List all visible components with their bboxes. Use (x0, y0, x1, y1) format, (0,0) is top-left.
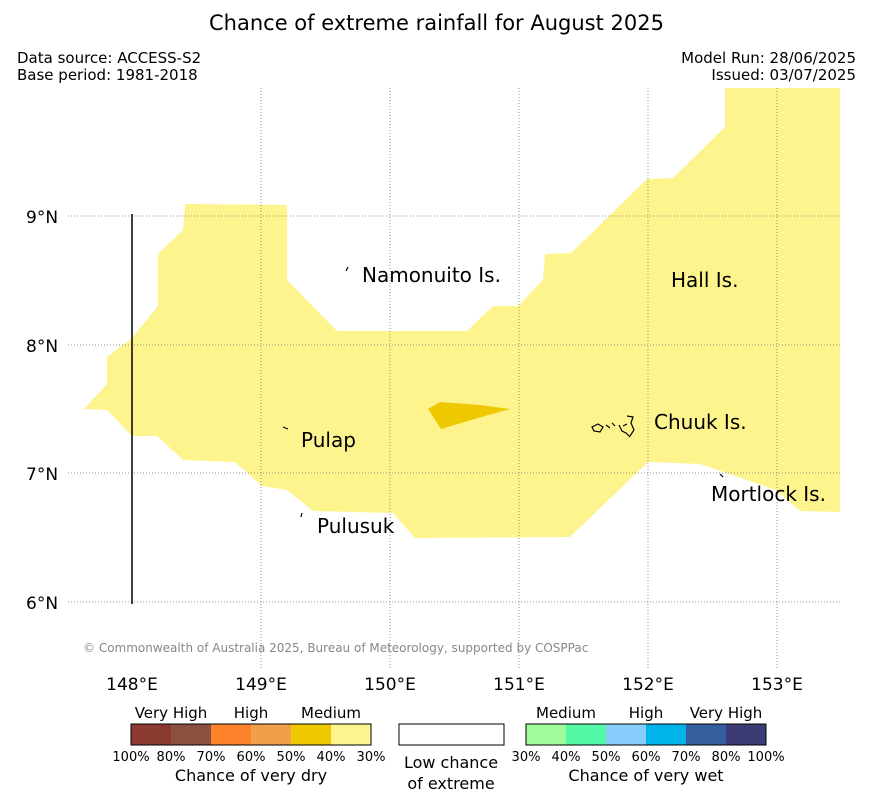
meta-left: Data source: ACCESS-S2 Base period: 1981… (17, 50, 201, 84)
wet-level-high: High (629, 704, 663, 722)
lon-label-153: 153°E (751, 675, 803, 695)
label-hall: Hall Is. (671, 268, 738, 292)
wet-tick-100: 100% (747, 750, 784, 765)
dry-tick-80: 80% (157, 750, 186, 765)
lat-label-7: 7°N (26, 465, 58, 485)
wet-colorbar-frame (525, 723, 767, 746)
low-caption-line2: of extreme (407, 774, 494, 793)
wet-tick-80: 80% (712, 750, 741, 765)
lon-label-151: 151°E (493, 675, 545, 695)
dry-tick-100: 100% (112, 750, 149, 765)
wet-level-very-high: Very High (690, 704, 763, 722)
namonuito-island-shape (345, 266, 349, 272)
dry-swatch-5 (291, 724, 331, 745)
dry-tick-30: 30% (357, 750, 386, 765)
dry-tick-50: 50% (277, 750, 306, 765)
islands (282, 266, 724, 518)
wet-level-medium: Medium (536, 704, 596, 722)
dry-colorbar-frame (130, 723, 372, 746)
label-pulap: Pulap (301, 428, 356, 452)
lon-label-152: 152°E (622, 675, 674, 695)
wet-tick-40: 40% (552, 750, 581, 765)
lat-label-8: 8°N (26, 337, 58, 357)
wet-swatch-2 (566, 724, 606, 745)
label-chuuk: Chuuk Is. (654, 410, 747, 434)
dry-swatch-3 (211, 724, 251, 745)
wet-tick-60: 60% (632, 750, 661, 765)
dry-tick-40: 40% (317, 750, 346, 765)
legend-wet: Medium High Very High 30% 40% 50% 60% 70… (512, 704, 785, 785)
lon-label-150: 150°E (364, 675, 416, 695)
lat-label-9: 9°N (26, 208, 58, 228)
legend-low: Low chance of extreme (398, 723, 505, 793)
lon-label-149: 149°E (235, 675, 287, 695)
wet-tick-50: 50% (592, 750, 621, 765)
low-chance-swatch (398, 723, 505, 746)
base-period: Base period: 1981-2018 (17, 66, 198, 84)
model-run: Model Run: 28/06/2025 (681, 49, 856, 67)
wet-tick-70: 70% (672, 750, 701, 765)
dry-swatch-2 (171, 724, 211, 745)
dry-swatch-6 (331, 724, 371, 745)
low-caption-line1: Low chance (404, 753, 498, 772)
graticule (68, 88, 840, 668)
chuuk-lagoon-shape (591, 415, 635, 438)
wet-swatch-6 (726, 724, 766, 745)
lat-label-6: 6°N (26, 594, 58, 614)
dry-tick-70: 70% (197, 750, 226, 765)
dry-tick-60: 60% (237, 750, 266, 765)
wet-swatch-1 (526, 724, 566, 745)
dry-level-high: High (234, 704, 268, 722)
map-title: Chance of extreme rainfall for August 20… (209, 11, 664, 35)
wet-medium-region (84, 88, 840, 538)
wet-swatch-4 (646, 724, 686, 745)
wet-swatch-3 (606, 724, 646, 745)
mortlock-island-shape (719, 473, 724, 478)
lon-label-148: 148°E (106, 675, 158, 695)
label-mortlock: Mortlock Is. (711, 482, 826, 506)
dry-swatch-4 (251, 724, 291, 745)
dry-level-medium: Medium (301, 704, 361, 722)
wet-caption: Chance of very wet (568, 766, 723, 785)
wet-tick-30: 30% (512, 750, 541, 765)
meta-right: Model Run: 28/06/2025 Issued: 03/07/2025 (681, 50, 856, 84)
label-pulusuk: Pulusuk (317, 514, 395, 538)
wet-high-patch (428, 402, 510, 429)
credit-text: © Commonwealth of Australia 2025, Bureau… (83, 641, 588, 655)
label-namonuito: Namonuito Is. (362, 263, 501, 287)
issued-date: Issued: 03/07/2025 (711, 66, 856, 84)
dry-swatch-1 (131, 724, 171, 745)
pulap-island-shape (282, 426, 289, 430)
dry-level-very-high: Very High (135, 704, 208, 722)
wet-swatch-5 (686, 724, 726, 745)
legend-dry: Very High High Medium 100% 80% 70% 60% 5… (112, 704, 385, 785)
pulusuk-island-shape (300, 512, 303, 518)
dry-caption: Chance of very dry (175, 766, 327, 785)
data-source: Data source: ACCESS-S2 (17, 49, 202, 67)
